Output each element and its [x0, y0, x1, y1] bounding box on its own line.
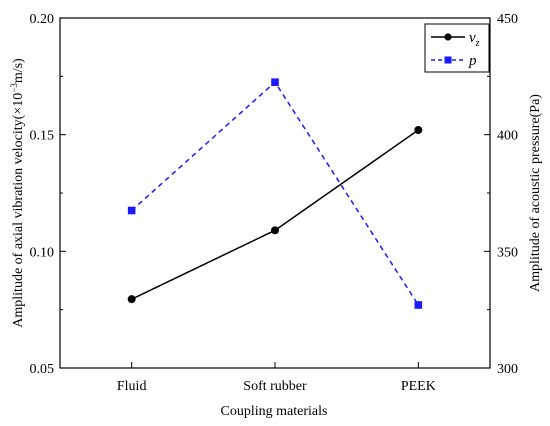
series-line-v [131, 129, 419, 300]
legend-label-p: p [468, 53, 477, 69]
y-right-tick-label: 350 [497, 245, 518, 260]
y-left-tick-label: 0.10 [30, 245, 55, 260]
point-v-1 [271, 226, 279, 235]
point-p-2 [414, 301, 423, 309]
legend-marker-vz [444, 33, 452, 41]
y-left-tick-label: 0.20 [30, 12, 55, 27]
x-axis-title: Coupling materials [221, 404, 328, 419]
y-left-tick-label: 0.05 [30, 362, 55, 377]
point-v-0 [127, 295, 136, 304]
legend-box [424, 23, 490, 73]
series-line-p [131, 81, 419, 306]
point-v-2 [414, 126, 423, 134]
x-tick-label: Soft rubber [243, 379, 307, 394]
y-axis-left-title: Amplitude of axial vibration velocity(×1… [9, 58, 26, 328]
y-right-tick-label: 450 [497, 12, 518, 27]
x-tick-label: PEEK [401, 379, 436, 394]
legend-label-vz: vz [469, 30, 480, 49]
y-axis-right-title: Amplitude of acoustic pressure(Pa) [528, 94, 543, 292]
x-tick-label: Fluid [117, 379, 147, 394]
legend-marker-p [444, 56, 452, 64]
point-p-1 [271, 78, 279, 86]
y-right-tick-label: 300 [497, 362, 518, 377]
y-left-tick-label: 0.15 [30, 129, 55, 144]
point-p-0 [127, 206, 136, 215]
y-right-tick-label: 400 [497, 129, 518, 144]
legend: vz p [424, 23, 490, 73]
